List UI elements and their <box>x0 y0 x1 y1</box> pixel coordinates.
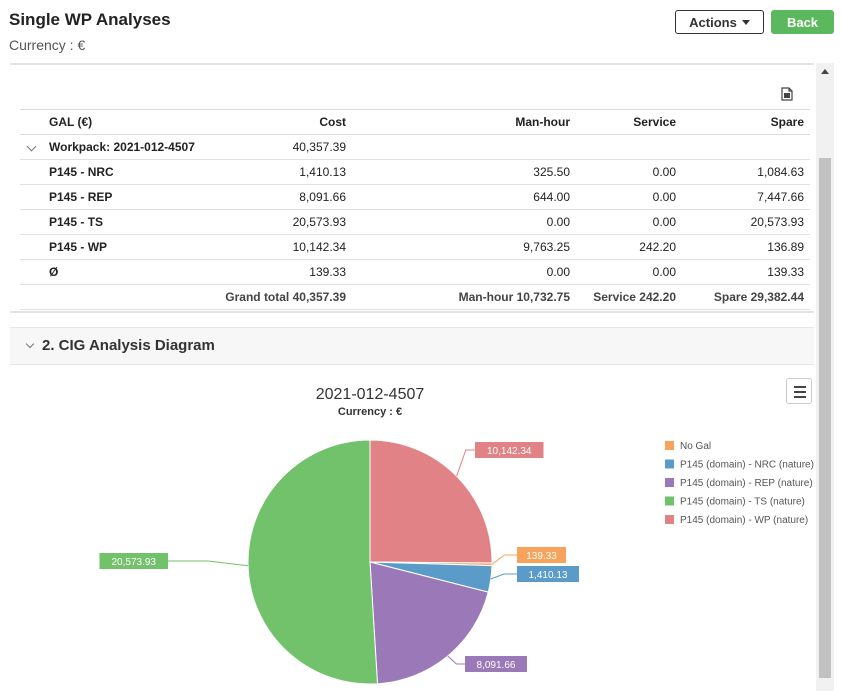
caret-down-icon <box>741 19 750 25</box>
legend-swatch[interactable] <box>665 459 674 469</box>
cell-man-hour: 644.00 <box>352 184 576 210</box>
section-title: 2. CIG Analysis Diagram <box>42 337 215 354</box>
data-label-box <box>475 442 544 458</box>
pie-slice-p145-domain-rep-nature-[interactable] <box>369 561 489 685</box>
cell-service: 0.00 <box>576 209 682 235</box>
data-label: 20,573.93 <box>112 557 157 568</box>
export-excel-icon[interactable] <box>780 87 794 101</box>
data-label-box <box>465 656 527 672</box>
legend-item-label[interactable]: P145 (domain) - REP (nature) <box>680 478 813 489</box>
table-header-row: GAL (€) Cost Man-hour Service Spare <box>20 109 810 135</box>
table-row: Ø 139.33 0.00 0.00 139.33 <box>20 259 810 285</box>
scroll-up-arrow-icon[interactable] <box>821 69 829 74</box>
cell-man-hour: 0.00 <box>352 259 576 285</box>
table-row: P145 - TS 20,573.93 0.00 0.00 20,573.93 <box>20 209 810 235</box>
cell-man-hour: 0.00 <box>352 209 576 235</box>
legend-swatch[interactable] <box>665 441 674 450</box>
cell-cost: 139.33 <box>210 259 352 285</box>
total-spare: Spare 29,382.44 <box>682 284 810 310</box>
data-label: 10,142.34 <box>487 446 532 457</box>
column-header-man-hour[interactable]: Man-hour <box>352 109 576 135</box>
legend-item-label[interactable]: P145 (domain) - NRC (nature) <box>680 460 814 471</box>
column-header-cost[interactable]: Cost <box>210 109 352 135</box>
divider <box>10 311 814 313</box>
cell-gal: P145 - REP <box>20 184 210 210</box>
data-label-box <box>99 553 168 569</box>
legend-item-label[interactable]: No Gal <box>680 441 711 452</box>
pie-slice-p145-domain-wp-nature-[interactable] <box>369 439 493 564</box>
chevron-down-icon[interactable] <box>25 339 35 349</box>
actions-button-label: Actions <box>689 14 737 30</box>
cell-cost: 10,142.34 <box>210 234 352 260</box>
data-label-connector <box>456 449 475 477</box>
cell-man-hour: 325.50 <box>352 159 576 185</box>
currency-label: Currency : € <box>9 37 86 53</box>
table-row: P145 - WP 10,142.34 9,763.25 242.20 136.… <box>20 234 810 260</box>
data-label-connector <box>490 573 517 580</box>
data-label: 8,091.66 <box>477 660 516 671</box>
collapse-chevron-icon[interactable] <box>26 141 37 152</box>
cell-cost: 1,410.13 <box>210 159 352 185</box>
pie-chart: 2021-012-4507 Currency : € 10,142.34 139.… <box>99 386 814 685</box>
section-header-cig-diagram[interactable]: 2. CIG Analysis Diagram <box>10 327 814 365</box>
legend-swatch[interactable] <box>665 496 674 506</box>
legend-swatch[interactable] <box>665 515 674 524</box>
total-cost: Grand total 40,357.39 <box>210 284 352 310</box>
legend-item-label[interactable]: P145 (domain) - WP (nature) <box>680 515 808 526</box>
analysis-panel: GAL (€) Cost Man-hour Service Spare Work… <box>10 63 814 693</box>
cell-gal: P145 - WP <box>20 234 210 260</box>
legend-item-label[interactable]: P145 (domain) - TS (nature) <box>680 497 805 508</box>
cell-service: 0.00 <box>576 184 682 210</box>
group-label: Workpack: 2021-012-4507 <box>49 140 195 154</box>
table-row: P145 - REP 8,091.66 644.00 0.00 7,447.66 <box>20 184 810 210</box>
pie-slice-p145-domain-ts-nature-[interactable] <box>247 439 379 685</box>
column-header-gal[interactable]: GAL (€) <box>20 109 210 135</box>
chart-subtitle: Currency : € <box>338 406 402 418</box>
back-button[interactable]: Back <box>771 10 834 34</box>
cell-gal: Ø <box>20 259 210 285</box>
cell-cost: 8,091.66 <box>210 184 352 210</box>
cell-service: 242.20 <box>576 234 682 260</box>
data-label: 139.33 <box>526 551 557 562</box>
data-label: 1,410.13 <box>529 570 568 581</box>
cell-gal: P145 - NRC <box>20 159 210 185</box>
cell-service: 0.00 <box>576 259 682 285</box>
cell-spare: 20,573.93 <box>682 209 810 235</box>
actions-button[interactable]: Actions <box>675 10 764 34</box>
column-header-spare[interactable]: Spare <box>682 109 810 135</box>
data-label-connector <box>168 560 249 567</box>
chart-title: 2021-012-4507 <box>316 386 425 403</box>
total-man-hour: Man-hour 10,732.75 <box>352 284 576 310</box>
cell-spare: 7,447.66 <box>682 184 810 210</box>
page-title: Single WP Analyses <box>9 10 171 29</box>
legend-swatch[interactable] <box>665 478 674 487</box>
data-label-box <box>517 547 566 563</box>
scrollbar[interactable] <box>816 63 834 691</box>
total-service: Service 242.20 <box>576 284 682 310</box>
column-header-service[interactable]: Service <box>576 109 682 135</box>
data-label-connector <box>491 554 517 565</box>
data-label-connector <box>447 655 465 665</box>
group-cost: 40,357.39 <box>210 134 352 160</box>
cell-spare: 1,084.63 <box>682 159 810 185</box>
cell-cost: 20,573.93 <box>210 209 352 235</box>
grand-total-row: Grand total 40,357.39 Man-hour 10,732.75… <box>20 284 810 310</box>
cell-gal: P145 - TS <box>20 209 210 235</box>
cell-service: 0.00 <box>576 159 682 185</box>
cost-table: GAL (€) Cost Man-hour Service Spare Work… <box>20 109 810 310</box>
cell-man-hour: 9,763.25 <box>352 234 576 260</box>
cell-spare: 139.33 <box>682 259 810 285</box>
table-row: P145 - NRC 1,410.13 325.50 0.00 1,084.63 <box>20 159 810 185</box>
group-row-workpack[interactable]: Workpack: 2021-012-4507 40,357.39 <box>20 134 810 160</box>
chart-menu-button[interactable] <box>786 378 812 404</box>
data-label-box <box>517 566 579 582</box>
cell-spare: 136.89 <box>682 234 810 260</box>
scrollbar-thumb[interactable] <box>819 158 831 678</box>
